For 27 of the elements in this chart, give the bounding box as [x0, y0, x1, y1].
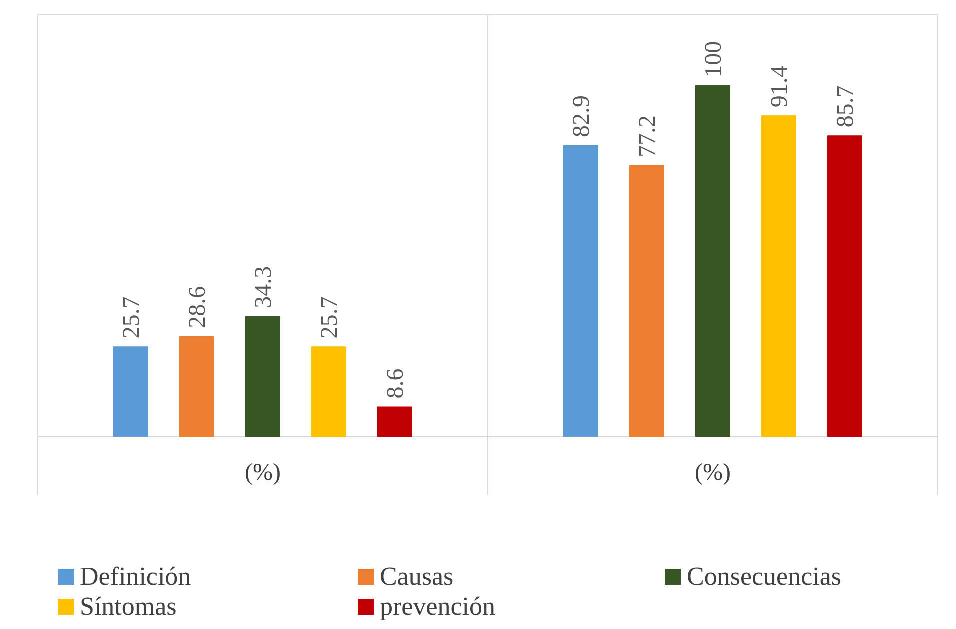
data-label: 34.3 — [251, 266, 277, 308]
data-label: 91.4 — [767, 66, 793, 108]
bar — [378, 406, 412, 437]
data-label: 82.9 — [569, 95, 595, 138]
bar — [630, 166, 664, 437]
data-label: 100 — [701, 41, 727, 78]
data-label: 25.7 — [317, 296, 343, 339]
x-tick-label: (%) — [245, 460, 281, 486]
legend-label: Consecuencias — [687, 562, 842, 591]
bar — [312, 346, 346, 437]
bar — [246, 316, 280, 437]
legend-label: Causas — [380, 562, 454, 591]
bar — [696, 85, 730, 437]
legend-label: Definición — [80, 562, 192, 591]
x-tick-label: (%) — [695, 460, 731, 486]
data-label: 8.6 — [383, 368, 409, 399]
data-label: 85.7 — [833, 86, 859, 128]
data-label: 28.6 — [185, 286, 211, 328]
legend-label: Síntomas — [80, 592, 177, 621]
bar — [180, 336, 214, 437]
bar — [828, 136, 862, 437]
data-label: 77.2 — [635, 116, 661, 158]
data-label: 25.7 — [119, 296, 145, 339]
bar — [114, 346, 148, 437]
bar — [564, 145, 598, 437]
bar — [762, 116, 796, 437]
legend-label: prevención — [380, 592, 496, 621]
